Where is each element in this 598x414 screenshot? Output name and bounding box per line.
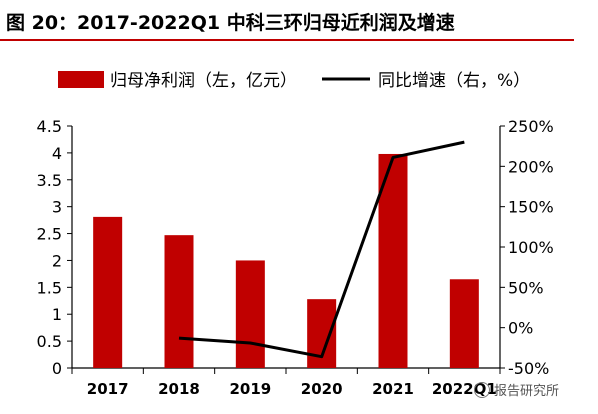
bar-2019	[235, 260, 265, 368]
left-tick-label: 3	[52, 198, 62, 217]
right-tick-label: -50%	[508, 359, 549, 378]
bar-2017	[93, 216, 123, 368]
bar-2018	[164, 235, 194, 368]
watermark-text: 报告研究所	[494, 384, 560, 399]
left-tick-label: 4.5	[37, 117, 62, 136]
x-category-label: 2021	[372, 380, 414, 398]
legend-swatch-bar	[58, 71, 104, 88]
right-tick-label: 250%	[508, 117, 554, 136]
x-category-label: 2019	[229, 380, 271, 398]
left-tick-label: 2.5	[37, 225, 62, 244]
bar-2021	[378, 153, 408, 368]
wechat-logo-icon	[474, 382, 490, 398]
left-tick-label: 3.5	[37, 171, 62, 190]
title-bar: 图 20：2017-2022Q1 中科三环归母近利润及增速	[0, 0, 598, 41]
right-tick-label: 200%	[508, 157, 554, 176]
right-tick-label: 100%	[508, 238, 554, 257]
left-tick-label: 0.5	[37, 332, 62, 351]
left-tick-label: 0	[52, 359, 62, 378]
title-divider	[0, 39, 574, 41]
right-tick-label: 50%	[508, 278, 544, 297]
left-tick-label: 4	[52, 144, 62, 163]
x-category-label: 2017	[87, 380, 129, 398]
left-tick-label: 2	[52, 251, 62, 270]
left-tick-label: 1	[52, 305, 62, 324]
legend-label-bar: 归母净利润（左，亿元）	[110, 71, 297, 91]
chart-title: 图 20：2017-2022Q1 中科三环归母近利润及增速	[6, 12, 455, 34]
right-tick-label: 0%	[508, 319, 533, 338]
x-category-label: 2018	[158, 380, 200, 398]
left-tick-label: 1.5	[37, 278, 62, 297]
watermark: 报告研究所	[474, 380, 559, 399]
bar-2022Q1	[449, 279, 479, 368]
legend-label-line: 同比增速（右，%）	[378, 71, 530, 91]
right-tick-label: 150%	[508, 198, 554, 217]
x-category-label: 2020	[301, 380, 343, 398]
